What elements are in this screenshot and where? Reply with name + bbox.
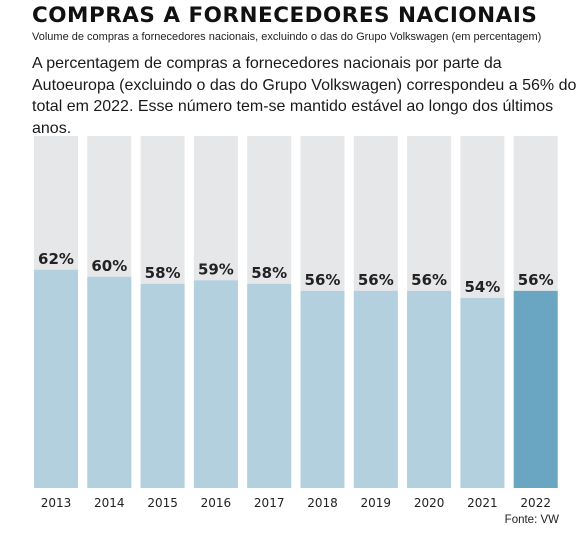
chart-description: A percentagem de compras a fornecedores …: [32, 55, 577, 137]
x-tick-label-2018: 2018: [307, 496, 338, 510]
bar-2020: [407, 290, 452, 488]
x-tick-label-2013: 2013: [41, 496, 72, 510]
x-tick-label-2020: 2020: [414, 496, 445, 510]
x-tick-label-2016: 2016: [201, 496, 232, 510]
source-note: Fonte: VW: [504, 514, 559, 526]
bar-2015: [140, 283, 185, 488]
x-tick-label-2019: 2019: [361, 496, 392, 510]
data-label-2015: 58%: [145, 264, 181, 282]
bar-2016: [193, 280, 238, 488]
chart-subtitle: Volume de compras a fornecedores naciona…: [32, 31, 542, 43]
x-tick-label-2017: 2017: [254, 496, 285, 510]
data-label-2016: 59%: [198, 260, 234, 278]
x-tick-label-2015: 2015: [147, 496, 178, 510]
bar-2021: [460, 297, 505, 488]
data-label-2014: 60%: [91, 257, 127, 275]
bar-2014: [87, 276, 132, 488]
bar-2018: [300, 290, 345, 488]
data-label-2021: 54%: [464, 278, 500, 296]
x-tick-label-2022: 2022: [520, 496, 551, 510]
data-label-2020: 56%: [411, 271, 447, 289]
bar-2013: [34, 269, 78, 488]
data-label-2019: 56%: [358, 271, 394, 289]
bar-2017: [247, 283, 292, 488]
chart-title: COMPRAS A FORNECEDORES NACIONAIS: [32, 3, 538, 28]
data-label-2022: 56%: [518, 271, 554, 289]
x-tick-label-2014: 2014: [94, 496, 125, 510]
data-label-2017: 58%: [251, 264, 287, 282]
data-label-2013: 62%: [38, 250, 74, 268]
bar-2019: [353, 290, 398, 488]
bar-2022: [513, 290, 558, 488]
x-tick-label-2021: 2021: [467, 496, 498, 510]
data-label-2018: 56%: [305, 271, 341, 289]
